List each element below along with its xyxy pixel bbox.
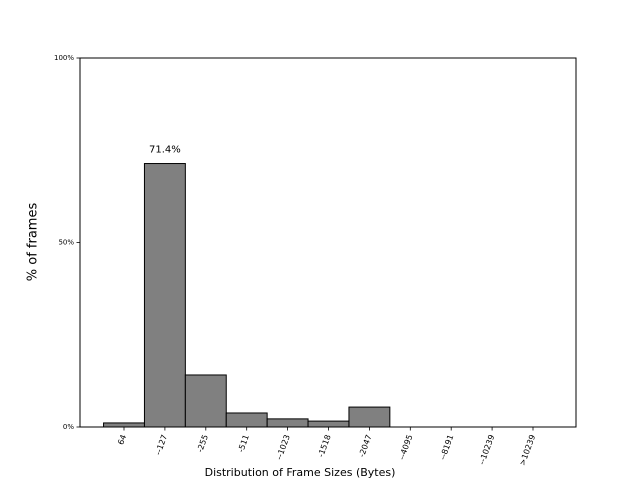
bar — [184, 374, 227, 428]
bar — [307, 420, 350, 428]
plot-frame — [79, 57, 577, 428]
y-axis-label: % of frames — [26, 203, 41, 282]
bar — [103, 422, 145, 428]
x-axis-label: Distribution of Frame Sizes (Bytes) — [205, 466, 396, 479]
value-label: 71.4% — [149, 145, 181, 156]
bar — [348, 406, 391, 428]
bar — [266, 418, 309, 428]
y-tick-label: 50% — [58, 239, 74, 247]
bar — [225, 412, 268, 428]
y-tick-label: 0% — [63, 423, 74, 431]
bar — [143, 163, 186, 428]
x-tick-label: 64 — [116, 433, 128, 446]
y-tick-label: 100% — [54, 54, 74, 62]
